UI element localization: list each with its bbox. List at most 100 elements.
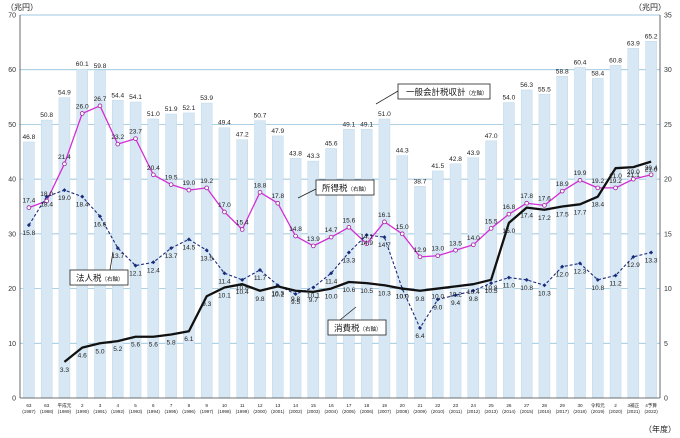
- label-total-tax: 55.5: [538, 86, 551, 93]
- label-consumption-tax: 9.8: [291, 296, 300, 303]
- x-tick-label: 63: [44, 403, 50, 408]
- bar-total-tax: [449, 163, 462, 399]
- label-consumption-tax: 17.2: [538, 215, 551, 222]
- point-income-tax: [595, 185, 601, 191]
- legend-cons-note: （右軸）: [360, 325, 382, 333]
- label-income-tax: 19.2: [609, 178, 622, 185]
- x-tick-year: (1993): [129, 409, 143, 414]
- bar-total-tax: [23, 141, 35, 399]
- label-total-tax: 65.2: [645, 33, 658, 40]
- label-income-tax: 17.8: [271, 193, 284, 200]
- x-tick-label: 21: [417, 403, 423, 408]
- x-tick-year: (1990): [76, 409, 90, 414]
- label-total-tax: 50.8: [40, 112, 53, 119]
- legend-total-note: （左軸）: [466, 89, 488, 97]
- bar-total-tax: [520, 89, 533, 399]
- point-income-tax: [204, 185, 209, 191]
- label-corporate-tax: 11.2: [609, 280, 622, 287]
- label-income-tax: 13.9: [307, 236, 320, 243]
- legend-corp-name: 法人税: [76, 273, 102, 283]
- label-consumption-tax: 10.0: [431, 294, 444, 301]
- y-left-tick: 40: [8, 177, 16, 184]
- label-corporate-tax: 13.7: [111, 253, 124, 260]
- label-consumption-tax: 10.0: [325, 294, 338, 301]
- point-income-tax: [631, 176, 636, 182]
- y-right-tick: 5: [664, 341, 668, 348]
- x-tick-label: 13: [275, 403, 281, 408]
- label-income-tax: 15.5: [485, 218, 498, 225]
- label-corporate-tax: 13.7: [165, 253, 178, 260]
- label-income-tax: 15.4: [236, 219, 249, 226]
- x-tick-label: 10: [222, 403, 228, 408]
- label-corporate-tax: 12.4: [147, 267, 160, 274]
- legend-total-tax: 一般会計税収計（左軸）: [375, 83, 491, 105]
- bar-total-tax: [183, 112, 195, 399]
- label-income-tax: 16.8: [502, 204, 515, 211]
- y-right-tick: 35: [664, 13, 672, 20]
- bar-total-tax: [378, 118, 391, 399]
- point-income-tax: [151, 172, 156, 178]
- label-corporate-tax: 10.3: [271, 290, 284, 297]
- x-tick-label: 23: [453, 403, 459, 408]
- point-corporate-tax: [418, 325, 422, 330]
- point-corporate-tax: [506, 275, 511, 280]
- label-income-tax: 21.4: [58, 154, 71, 161]
- label-total-tax: 56.3: [520, 82, 533, 89]
- label-total-tax: 49.1: [342, 121, 355, 128]
- x-tick-label: 20: [400, 403, 406, 408]
- label-total-tax: 52.1: [182, 105, 195, 112]
- point-corporate-tax: [435, 297, 440, 302]
- bar-total-tax: [40, 119, 53, 399]
- bar-total-tax: [538, 94, 551, 399]
- x-tick-label: 8: [188, 403, 191, 408]
- y-left-tick: 0: [12, 396, 16, 403]
- legend-corporate-tax: 法人税（右軸）: [69, 251, 129, 286]
- point-income-tax: [26, 205, 32, 210]
- x-tick-year: (2012): [467, 409, 481, 414]
- label-consumption-tax: 9.8: [415, 296, 424, 303]
- label-corporate-tax: 12.9: [627, 262, 640, 269]
- point-corporate-tax: [364, 232, 369, 237]
- x-tick-label: 4: [116, 403, 119, 408]
- x-tick-year: (2022): [644, 409, 658, 414]
- x-tick-year: (2001): [271, 409, 285, 414]
- x-tick-label: 4予算: [645, 402, 657, 409]
- point-income-tax: [435, 253, 441, 259]
- point-income-tax: [613, 185, 618, 191]
- label-consumption-tax: 3.3: [60, 367, 69, 374]
- label-consumption-tax: 21.0: [609, 173, 622, 180]
- label-corporate-tax: 14.5: [182, 244, 195, 251]
- x-tick-label: 18: [364, 403, 370, 408]
- x-tick-year: (2014): [502, 409, 516, 414]
- total-tax-bars: [23, 41, 657, 399]
- x-tick-label: 19: [382, 403, 388, 408]
- label-income-tax: 20.4: [147, 165, 160, 172]
- bar-total-tax: [236, 139, 248, 399]
- label-consumption-tax: 10.5: [360, 288, 373, 295]
- label-consumption-tax: 10.4: [467, 289, 480, 296]
- bar-total-tax: [218, 127, 231, 399]
- bar-total-tax: [556, 76, 568, 399]
- point-income-tax: [222, 209, 227, 215]
- x-tick-year: (1999): [236, 409, 250, 414]
- label-total-tax: 58.4: [591, 70, 604, 77]
- point-income-tax: [168, 182, 174, 187]
- gridlines: [20, 14, 660, 344]
- label-income-tax: 20.4: [645, 165, 658, 172]
- point-income-tax: [79, 111, 85, 116]
- label-income-tax: 12.9: [414, 247, 427, 254]
- point-income-tax: [542, 203, 547, 208]
- point-corporate-tax: [186, 237, 191, 242]
- x-tick-label: 2: [614, 403, 617, 408]
- label-consumption-tax: 6.1: [184, 336, 193, 343]
- label-total-tax: 49.1: [360, 121, 373, 128]
- svg-text:所得税（右軸）: 所得税（右軸）: [322, 183, 370, 193]
- label-income-tax: 26.0: [76, 103, 89, 110]
- point-corporate-tax: [542, 283, 547, 288]
- label-corporate-tax: 9.0: [433, 305, 442, 312]
- point-corporate-tax: [26, 223, 31, 228]
- label-income-tax: 19.5: [165, 175, 178, 182]
- label-consumption-tax: 17.4: [520, 213, 533, 220]
- x-tick-label: 令和元: [591, 402, 605, 409]
- label-corporate-tax: 10.1: [307, 292, 320, 299]
